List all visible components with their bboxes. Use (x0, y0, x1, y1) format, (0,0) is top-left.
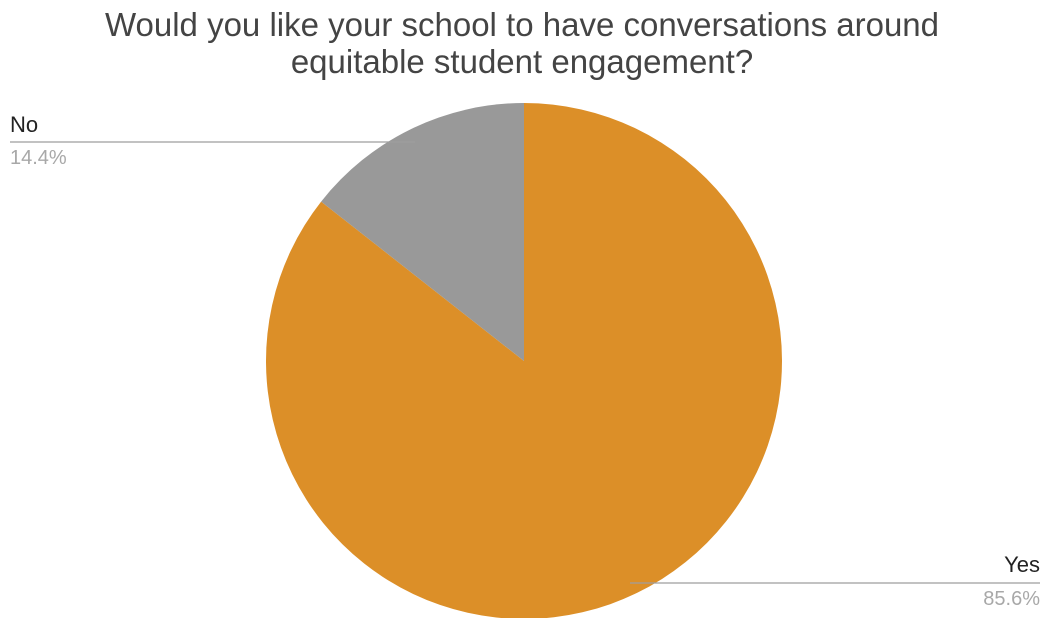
slice-value-yes: 85.6% (983, 588, 1040, 610)
slice-value-no: 14.4% (10, 147, 67, 169)
slice-label-yes: Yes (1004, 552, 1040, 577)
pie-slices (266, 103, 782, 618)
slice-label-no: No (10, 112, 38, 137)
